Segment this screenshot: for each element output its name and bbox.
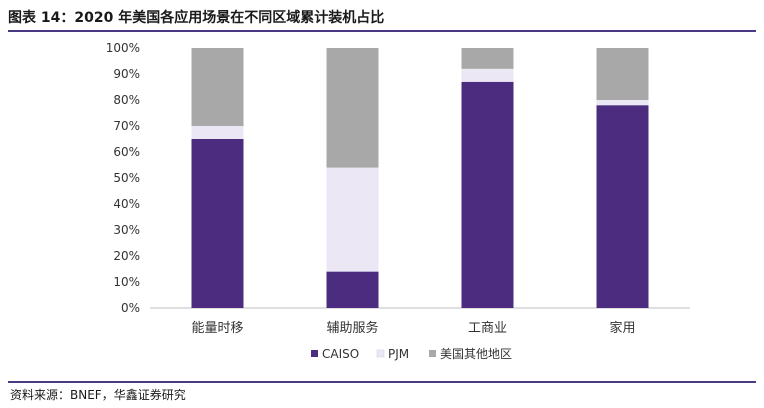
bar-segment <box>326 48 379 168</box>
legend-label: CAISO <box>322 347 359 361</box>
title-bar: 图表 14：2020 年美国各应用场景在不同区域累计装机占比 <box>8 6 756 32</box>
bar-segment <box>461 81 514 308</box>
y-tick-label: 60% <box>113 145 140 159</box>
bar-segment <box>326 167 379 272</box>
category-label: 辅助服务 <box>326 320 378 336</box>
legend-swatch <box>429 350 436 357</box>
category-label: 家用 <box>609 320 635 336</box>
category-label: 能量时移 <box>191 321 243 336</box>
chart-title: 图表 14：2020 年美国各应用场景在不同区域累计装机占比 <box>8 10 385 26</box>
y-tick-label: 100% <box>106 41 140 55</box>
bar-segment <box>596 48 649 100</box>
y-tick-label: 70% <box>113 119 140 133</box>
bar-segment <box>596 100 649 106</box>
source-divider <box>8 381 756 383</box>
y-tick-label: 50% <box>113 171 140 185</box>
y-tick-label: 90% <box>113 67 140 81</box>
legend-swatch <box>311 350 318 357</box>
bar-segment <box>461 68 514 82</box>
legend: CAISO PJM 美国其他地区 <box>311 347 512 361</box>
bar-segment <box>596 105 649 308</box>
bar-segment <box>326 271 379 308</box>
legend-label: PJM <box>388 347 409 361</box>
y-tick-label: 80% <box>113 93 140 107</box>
y-tick-label: 40% <box>113 197 140 211</box>
source-note: 资料来源：BNEF，华鑫证券研究 <box>10 388 186 402</box>
y-tick-label: 10% <box>113 275 140 289</box>
y-tick-label: 0% <box>121 301 140 315</box>
y-tick-label: 20% <box>113 249 140 263</box>
legend-label: 美国其他地区 <box>440 347 512 361</box>
bar-segment <box>461 48 514 69</box>
legend-swatch <box>376 349 385 358</box>
bar-segment <box>191 126 244 139</box>
category-label: 工商业 <box>468 321 507 336</box>
bar-segment <box>191 48 244 126</box>
category-labels: 能量时移 辅助服务 工商业 家用 <box>191 320 635 336</box>
y-tick-label: 30% <box>113 223 140 237</box>
bars <box>191 48 649 308</box>
bar-segment <box>191 139 244 308</box>
